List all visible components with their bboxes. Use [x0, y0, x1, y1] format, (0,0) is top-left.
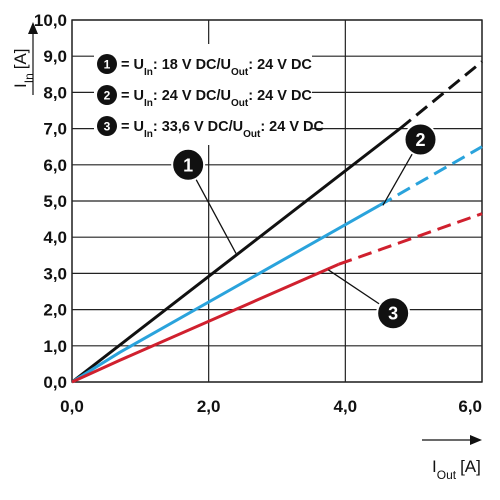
callouts: 1 2 3: [171, 122, 438, 331]
legend: 1 = UIn: 18 V DC/UOut: 24 V DC2 = UIn: 24 …: [94, 44, 325, 145]
legend-sub1: In: [144, 67, 153, 78]
y-tick-label: 6,0: [43, 156, 67, 175]
legend-sub1: In: [144, 129, 153, 140]
legend-mid: : 18 V DC/U: [153, 57, 231, 73]
y-tick-label: 9,0: [43, 47, 67, 66]
legend-sub1: In: [144, 98, 153, 109]
series-2-line: [71, 204, 381, 384]
y-tick-label: 1,0: [43, 337, 67, 356]
x-tick-label: 4,0: [334, 397, 358, 416]
legend-badge-number: 2: [104, 89, 111, 103]
y-tick-label: 5,0: [43, 192, 67, 211]
legend-suffix: : 24 V DC: [248, 88, 312, 104]
series-3-line: [71, 262, 340, 384]
y-tick-label: 4,0: [43, 228, 67, 247]
y-axis-label: IIn[A]: [11, 48, 36, 88]
y-axis-arrow-head: [28, 22, 38, 34]
x-tick-label: 0,0: [60, 397, 84, 416]
y-tick-label: 0,0: [43, 373, 67, 392]
callout-1-badge: [171, 147, 206, 182]
series-1-dashed-line: [399, 60, 483, 130]
legend-sub2: Out: [231, 98, 249, 109]
legend-entry-1: = UIn: 18 V DC/UOut: 24 V DC: [121, 57, 312, 78]
callout-2-badge: [403, 122, 438, 157]
callout-3-badge: [376, 296, 411, 331]
legend-entry-2: = UIn: 24 V DC/UOut: 24 V DC: [121, 88, 312, 109]
legend-sub2: Out: [243, 129, 261, 140]
x-axis-label: IOut [A]: [432, 457, 481, 482]
legend-prefix: = U: [121, 57, 144, 73]
y-tick-label: 8,0: [43, 83, 67, 102]
series-3-dashed-line: [338, 212, 483, 266]
legend-prefix: = U: [121, 119, 144, 135]
series-layer: [71, 60, 483, 384]
legend-sub2: Out: [231, 67, 249, 78]
x-tick-label: 6,0: [458, 397, 482, 416]
y-tick-label: 2,0: [43, 301, 67, 320]
axis-labels: IIn[A] IOut [A]: [11, 22, 482, 482]
legend-mid: : 24 V DC/U: [153, 88, 231, 104]
x-tick-label: 2,0: [197, 397, 221, 416]
svg-text:IIn[A]: IIn[A]: [11, 48, 36, 88]
legend-badge-number: 1: [104, 58, 111, 72]
legend-box: [94, 44, 312, 145]
legend-mid: : 33,6 V DC/U: [153, 119, 243, 135]
callout-1-number: 1: [183, 155, 193, 175]
legend-suffix: : 24 V DC: [260, 119, 324, 135]
legend-badge-3: [97, 116, 117, 136]
legend-badge-number: 3: [104, 120, 111, 134]
legend-entry-3: = UIn: 33,6 V DC/UOut: 24 V DC: [121, 119, 325, 140]
tick-labels: 0,0 1,0 2,0 3,0 4,0 5,0 6,0 7,0 8,0 9,0 10,0 0,0 2,0…: [34, 11, 482, 416]
x-axis-arrow-head: [470, 435, 482, 445]
callout-3-number: 3: [388, 304, 398, 324]
series-2-dashed-line: [378, 145, 483, 207]
callout-2-number: 2: [415, 130, 425, 150]
y-tick-label: 3,0: [43, 264, 67, 283]
legend-prefix: = U: [121, 88, 144, 104]
y-tick-label: 7,0: [43, 120, 67, 139]
legend-badge-2: [97, 85, 117, 105]
series-1-line: [71, 127, 401, 384]
legend-badge-1: [97, 54, 117, 74]
y-tick-label: 10,0: [34, 11, 67, 30]
legend-suffix: : 24 V DC: [248, 57, 312, 73]
